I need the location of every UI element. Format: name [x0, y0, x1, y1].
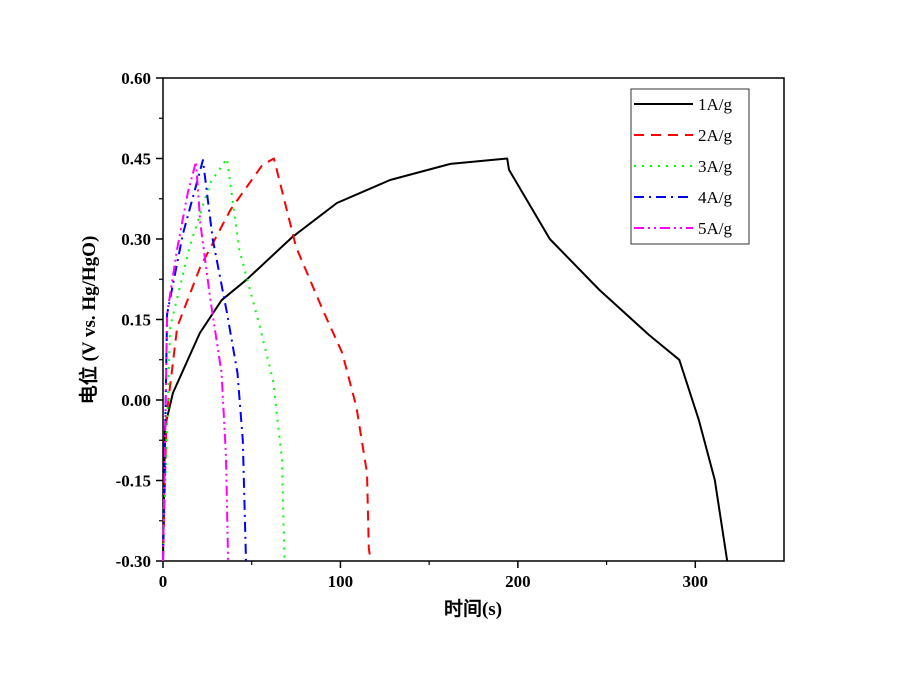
series-line-3A-g: [162, 157, 286, 562]
series-line-1A-g: [162, 157, 729, 562]
x-tick-label: 0: [159, 572, 168, 591]
x-tick-label: 200: [505, 572, 531, 591]
y-tick-label: -0.30: [116, 552, 151, 571]
series-line-4A-g: [162, 159, 247, 562]
y-tick-label: 0.30: [121, 230, 151, 249]
series-line-5A-g: [162, 160, 230, 562]
y-tick-label: 0.15: [121, 311, 151, 330]
legend-label: 1A/g: [698, 95, 733, 114]
legend-label: 5A/g: [698, 219, 733, 238]
series-line-2A-g: [162, 157, 372, 562]
legend-label: 2A/g: [698, 126, 733, 145]
legend: 1A/g 2A/g 3A/g 4A/g 5A/g: [630, 88, 750, 245]
x-axis-label: 时间(s): [444, 598, 502, 620]
x-tick-label: 100: [328, 572, 354, 591]
x-tick-label: 300: [683, 572, 709, 591]
y-tick-label: 0.60: [121, 69, 151, 88]
legend-label: 3A/g: [698, 157, 733, 176]
y-tick-label: -0.15: [116, 472, 151, 491]
y-tick-label: 0.00: [121, 391, 151, 410]
legend-label: 4A/g: [698, 188, 733, 207]
y-axis-label: 电位 (V vs. Hg/HgO): [77, 236, 100, 405]
y-tick-label: 0.45: [121, 150, 151, 169]
